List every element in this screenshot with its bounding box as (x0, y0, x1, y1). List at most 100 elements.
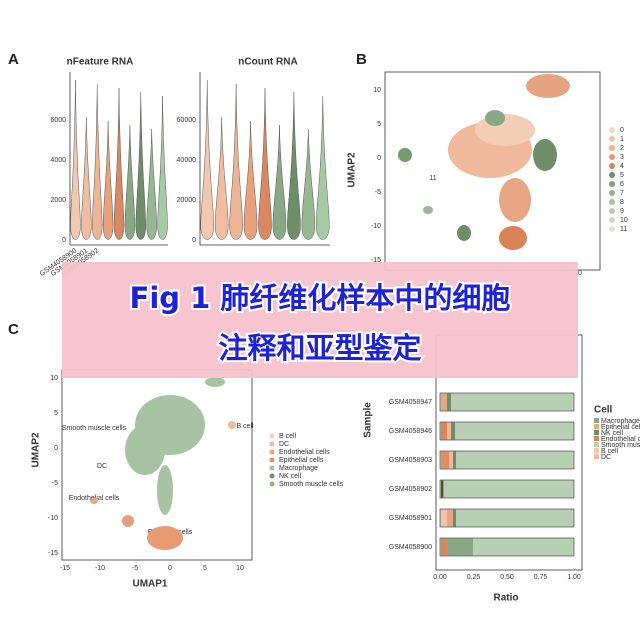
y-tick-label: 5 (54, 410, 58, 417)
violin (301, 128, 316, 240)
x-tick-label: -15 (60, 565, 70, 572)
panel-label: C (8, 321, 19, 338)
y-tick-label: GSM4058901 (389, 515, 432, 522)
violin (272, 124, 287, 240)
legend-swatch (594, 442, 599, 447)
legend-swatch (609, 190, 615, 196)
axis-title: UMAP1 (132, 579, 167, 590)
legend-swatch (269, 449, 275, 455)
x-tick-label: -10 (95, 565, 105, 572)
cluster (499, 178, 531, 222)
violin (81, 116, 92, 240)
legend-swatch (609, 226, 615, 232)
cluster-label: B cell (236, 423, 254, 430)
legend-swatch (594, 436, 599, 441)
y-tick-label: -15 (371, 257, 381, 264)
y-tick-label: 0 (54, 445, 58, 452)
legend-swatch (269, 465, 275, 471)
cluster-label: DC (97, 463, 107, 470)
legend-swatch (609, 217, 615, 223)
violin (70, 79, 81, 240)
legend-swatch (609, 154, 615, 160)
x-tick-label: 5 (203, 565, 207, 572)
bar-segment (441, 422, 447, 440)
legend-label: 11 (620, 226, 627, 233)
x-tick-label: 0.50 (500, 574, 514, 581)
bar-segment (451, 422, 455, 440)
legend-title: Cell (594, 405, 613, 416)
x-tick-label: 0.00 (433, 574, 447, 581)
legend-swatch (609, 136, 615, 142)
bar-bg (439, 508, 575, 528)
legend-label: 1 (620, 136, 624, 143)
banner-line: 注释和亚型鉴定 (218, 331, 421, 365)
bar-segment (447, 538, 473, 556)
bar-segment (447, 509, 453, 527)
y-tick-label: GSM4058903 (389, 457, 432, 464)
violin (102, 120, 114, 240)
cluster (90, 498, 98, 504)
y-tick-label: 5 (377, 121, 381, 128)
y-tick-label: GSM4058900 (389, 544, 432, 551)
bar-bg (439, 450, 575, 470)
legend-swatch (594, 454, 599, 459)
y-tick-label: 4000 (50, 157, 66, 164)
violin (258, 87, 272, 240)
bar-segment (441, 451, 449, 469)
bar-segment (447, 422, 451, 440)
legend-swatch (609, 208, 615, 214)
legend-label: Macrophage (601, 418, 640, 425)
y-tick-label: 10 (50, 375, 58, 382)
panel-label: A (8, 51, 19, 68)
bar-bg (439, 421, 575, 441)
legend-label: Macrophage (279, 465, 318, 472)
legend-label: 2 (620, 145, 624, 152)
y-tick-label: GSM4058902 (389, 486, 432, 493)
bar-segment (441, 538, 447, 556)
axis-title: UMAP2 (347, 152, 358, 187)
legend-label: 0 (620, 127, 624, 134)
bar-segment (441, 509, 447, 527)
x-tick-label: 0.25 (467, 574, 481, 581)
x-tick-label: 0.75 (534, 574, 548, 581)
violin (146, 128, 157, 240)
umap-b-points (384, 71, 601, 271)
cluster (533, 139, 557, 171)
y-tick-label: 20000 (177, 197, 197, 204)
cluster (147, 526, 183, 550)
y-tick-label: -10 (48, 515, 58, 522)
y-tick-label: 0 (192, 237, 196, 244)
legend-label: NK cell (601, 430, 624, 437)
legend-swatch (594, 448, 599, 453)
legend-swatch (269, 433, 275, 439)
violin (113, 87, 125, 240)
y-tick-label: -10 (371, 223, 381, 230)
y-tick-label: GSM4058947 (389, 399, 432, 406)
legend-label: DC (279, 441, 289, 448)
legend-label: Endothelial cells (601, 436, 640, 443)
violin (287, 91, 301, 240)
cluster (457, 225, 471, 241)
x-tick-label: 0 (168, 565, 172, 572)
cluster (475, 114, 535, 146)
y-tick-label: -5 (52, 480, 58, 487)
axis-title: UMAP2 (31, 432, 42, 467)
plot-title: nFeature RNA (67, 57, 134, 68)
legend-label: Endothelial cells (279, 449, 330, 456)
violin (229, 83, 243, 240)
violin (92, 83, 103, 240)
cluster (398, 148, 412, 162)
legend-swatch (594, 430, 599, 435)
cluster (122, 515, 134, 527)
bar-bg (439, 537, 575, 557)
legend-label: NK cell (279, 473, 302, 480)
violin (214, 116, 229, 240)
legend-label: B cell (279, 433, 297, 440)
violin (316, 95, 330, 240)
x-tick-label: -5 (132, 565, 138, 572)
y-tick-label: -5 (375, 189, 381, 196)
legend-swatch (594, 418, 599, 423)
axis-title: Sample (363, 402, 374, 438)
bar-segment (447, 393, 451, 411)
